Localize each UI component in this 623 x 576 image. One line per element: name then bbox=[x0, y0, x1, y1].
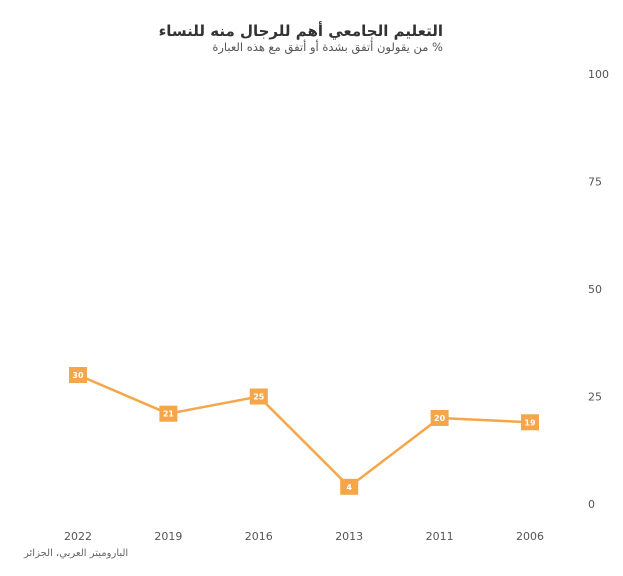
x-tick-label: 2013 bbox=[335, 530, 363, 543]
x-tick-label: 2006 bbox=[516, 530, 544, 543]
data-marker bbox=[521, 414, 539, 431]
y-tick-label: 0 bbox=[588, 498, 595, 511]
data-label: 30 bbox=[72, 371, 84, 380]
y-tick-label: 75 bbox=[588, 176, 602, 189]
y-tick-label: 25 bbox=[588, 391, 602, 404]
series-line bbox=[77, 373, 531, 489]
chart-title: التعليم الجامعي أهم للرجال منه للنساء bbox=[158, 22, 443, 40]
x-tick-label: 2019 bbox=[154, 530, 182, 543]
x-tick-label: 2011 bbox=[426, 530, 454, 543]
chart-subtitle: % من يقولون أتفق بشدة أو أتفق مع هذه الع… bbox=[212, 40, 443, 54]
data-label: 21 bbox=[163, 410, 175, 419]
data-label: 4 bbox=[346, 483, 352, 492]
data-marker bbox=[69, 367, 87, 383]
data-marker bbox=[430, 410, 449, 426]
y-tick-label: 50 bbox=[588, 283, 602, 296]
source-note: الباروميتر العربي، الجزائر bbox=[24, 548, 129, 559]
data-marker bbox=[249, 388, 268, 405]
data-label: 25 bbox=[253, 393, 265, 402]
data-label: 20 bbox=[434, 414, 446, 423]
y-tick-label: 100 bbox=[588, 68, 609, 81]
data-marker bbox=[159, 405, 178, 422]
data-label: 19 bbox=[524, 418, 536, 427]
x-tick-label: 2016 bbox=[245, 530, 273, 543]
x-tick-label: 2022 bbox=[64, 530, 92, 543]
data-marker bbox=[340, 478, 359, 495]
